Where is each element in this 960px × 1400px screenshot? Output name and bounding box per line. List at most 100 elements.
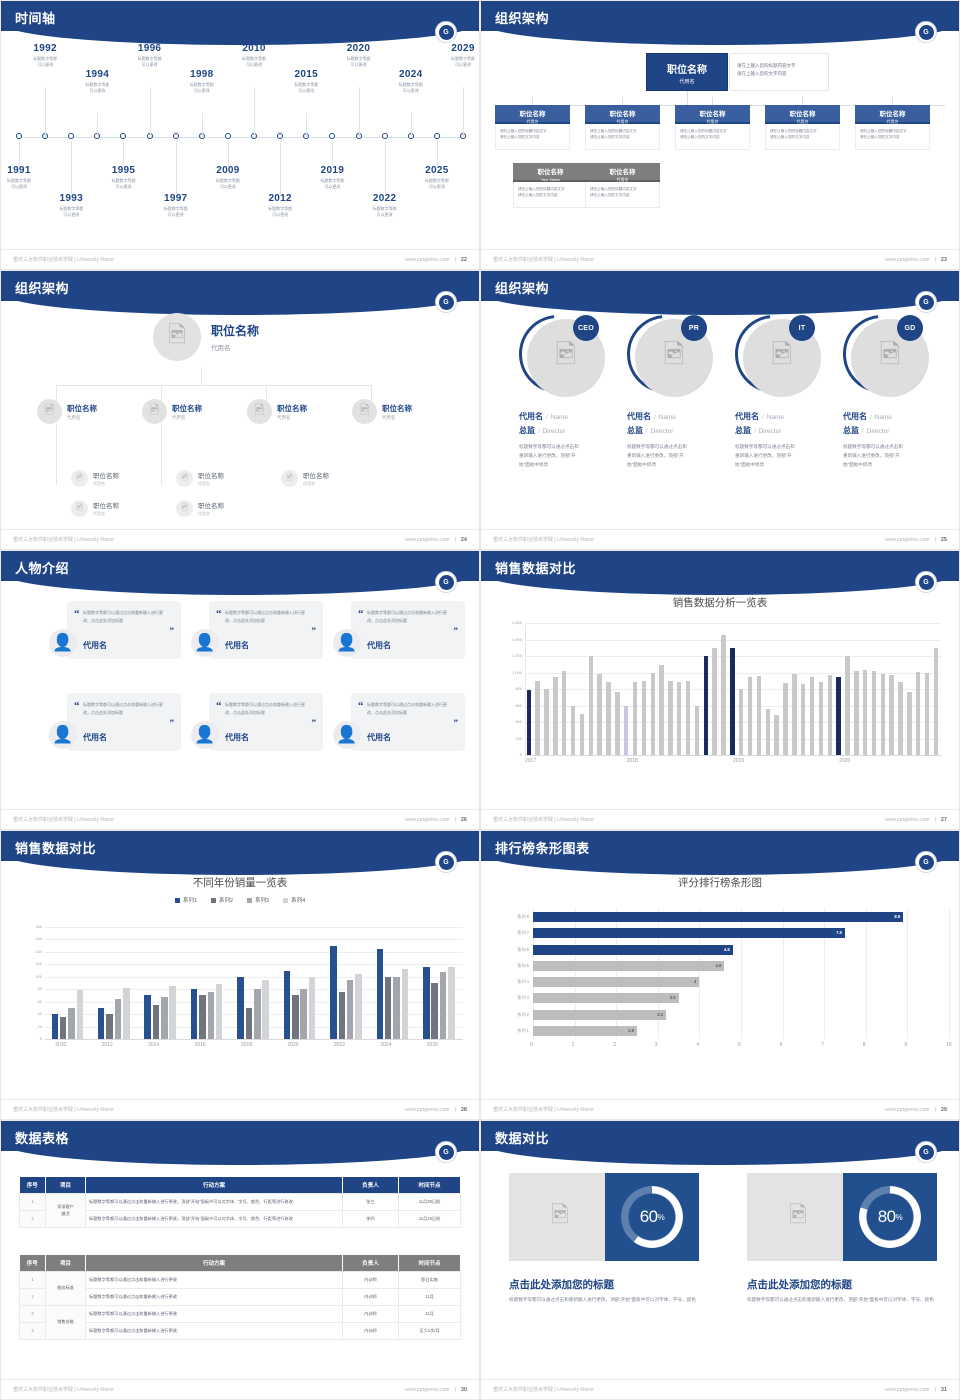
person-role-en: Director xyxy=(866,428,890,435)
footer-url: www.pptgenius.com xyxy=(885,536,930,543)
org-node-level2[interactable]: 🖻 职位名称 代用名 xyxy=(176,500,224,517)
org-circle-card[interactable]: 🖻 IT 代用名 / Name 总监 / Director 标题数字等都可以通过点击和重新输入进… xyxy=(735,315,839,470)
quote-open-icon: “ xyxy=(216,700,222,712)
timeline-item-bottom[interactable]: 1995 标题数字等都 可以更改 xyxy=(93,165,153,190)
timeline-item-top[interactable]: 2024 标题数字等都 可以更改 xyxy=(381,69,441,94)
org-root-box[interactable]: 职位名称 代用名 xyxy=(646,53,728,91)
legend-item[interactable]: 系列3 xyxy=(247,896,269,904)
timeline-item-top[interactable]: 2015 标题数字等都 可以更改 xyxy=(276,69,336,94)
chart-bar xyxy=(800,684,806,755)
org-card[interactable]: 职位名称 代用名 请在止输入您的标题内容文字 请在止输入您的文字内容 xyxy=(675,105,750,150)
timeline-item-top[interactable]: 2010 标题数字等都 可以更改 xyxy=(224,43,284,68)
person-role-en: Director xyxy=(650,428,674,435)
timeline-item-bottom[interactable]: 2012 标题数字等都 可以更改 xyxy=(250,193,310,218)
table-header-cell: 时间节点 xyxy=(398,1177,461,1194)
chart-x-tick: 2017 xyxy=(525,758,537,764)
org-node-sub: 代用名 xyxy=(67,414,81,420)
slide-org-tree: 组织架构 G 🖻 职位名称 代用名 🖻 职位名称 代用名 🖻 职位名称 代用名 🖻 职位名称代… xyxy=(0,270,480,550)
person-role-en: Director xyxy=(542,428,566,435)
org-tree-root[interactable]: 🖻 职位名称 代用名 xyxy=(153,313,259,361)
timeline-item-bottom[interactable]: 2009 标题数字等都 可以更改 xyxy=(198,165,258,190)
page-title: 人物介绍 xyxy=(15,561,70,576)
org-node-level2[interactable]: 🖻 职位名称 代用名 xyxy=(71,470,119,487)
org-circle-card[interactable]: 🖻 GD 代用名 / Name 总监 / Director 标题数字等都可以通过点击和重新输入进… xyxy=(843,315,947,470)
quote-close-icon: ” xyxy=(169,626,175,636)
legend-label: 系列4 xyxy=(291,898,306,904)
chart-bar xyxy=(199,995,206,1039)
university-seal-icon: G xyxy=(435,21,457,43)
org-node-name: 职位名称 xyxy=(277,403,307,413)
legend-swatch xyxy=(210,897,216,903)
timeline-year: 1996 xyxy=(137,43,162,54)
person-name-zh: 代用名 xyxy=(519,412,543,421)
org-node-level2[interactable]: 🖻 职位名称 代用名 xyxy=(176,470,224,487)
org-node-level1[interactable]: 🖻 职位名称 代用名 xyxy=(142,399,202,424)
org-node-level1[interactable]: 🖻 职位名称 代用名 xyxy=(37,399,97,424)
org-node-level1[interactable]: 🖻 职位名称 代用名 xyxy=(247,399,307,424)
page-number: 23 xyxy=(940,256,947,263)
quote-close-icon: ” xyxy=(453,718,459,728)
person-name-en: Name xyxy=(766,414,785,421)
legend-item[interactable]: 系列1 xyxy=(174,896,197,904)
chart-bar xyxy=(439,971,447,1039)
timeline-body: 1992 标题数字等都 可以更改 1994 标题数字等都 可以更改 1996 标题数字等都… xyxy=(1,35,479,247)
org-connector xyxy=(622,97,623,105)
timeline-item-top[interactable]: 1996 标题数字等都 可以更改 xyxy=(120,43,180,68)
org-node-level2[interactable]: 🖻 职位名称 代用名 xyxy=(71,500,119,517)
org-card[interactable]: 职位名称 代用名 请在止输入您的标题内容文字 请在止输入您的文字内容 xyxy=(765,105,840,150)
timeline-item-bottom[interactable]: 2022 标题数字等都 可以更改 xyxy=(355,193,415,218)
timeline-item-top[interactable]: 1994 标题数字等都 可以更改 xyxy=(67,69,127,94)
footer-url: www.pptgenius.com xyxy=(405,256,450,263)
org-card[interactable]: 职位名称 代用名 请在止输入您的标题内容文字 请在止输入您的文字内容 xyxy=(585,105,660,150)
timeline-item-bottom[interactable]: 1993 标题数字等都 可以更改 xyxy=(41,193,101,218)
timeline-item-bottom[interactable]: 1991 标题数字等都 可以更改 xyxy=(1,165,49,190)
chart-title: 销售数据分析一览表 xyxy=(672,597,768,609)
timeline-item-bottom[interactable]: 2019 标题数字等都 可以更改 xyxy=(302,165,362,190)
timeline-item-top[interactable]: 2020 标题数字等都 可以更改 xyxy=(329,43,389,68)
timeline-desc: 标题数字等都 可以更改 xyxy=(33,56,58,68)
table-header-cell: 行动方案 xyxy=(85,1255,343,1272)
timeline-item-top[interactable]: 1992 标题数字等都 可以更改 xyxy=(15,43,75,68)
org-circle-card[interactable]: 🖻 CEO 代用名 / Name 总监 / Director 标题数字等都可以通过点击和重新输入… xyxy=(519,315,623,470)
org-card[interactable]: 职位名称 代用名 请在止输入您的标题内容文字 请在止输入您的文字内容 xyxy=(855,105,930,150)
chart-bar xyxy=(615,692,620,755)
timeline-item-top[interactable]: 2029 标题数字等都 可以更改 xyxy=(433,43,479,68)
org-circle-card[interactable]: 🖻 PR 代用名 / Name 总监 / Director 标题数字等都可以通过点击和重新输入进… xyxy=(627,315,731,470)
chart-bar xyxy=(207,992,215,1039)
quote-bubble: “标题数字等都可以通过点击和重新输入进行更改，点击此处添加标题 ” 代用名 xyxy=(209,693,323,751)
chart-bar xyxy=(152,1004,160,1039)
chart-x-tick: 2020 xyxy=(287,1042,299,1048)
legend-item[interactable]: 系列4 xyxy=(283,896,305,904)
chart-gridline xyxy=(45,939,463,941)
chart-bar xyxy=(161,996,168,1039)
chart-category-label: 系列 3 xyxy=(517,995,529,1001)
timeline-year: 2015 xyxy=(294,69,318,80)
org-node-level2[interactable]: 🖻 职位名称 代用名 xyxy=(281,470,329,487)
org-card-sub: 代用名 xyxy=(796,119,809,124)
circle-names: 代用名 / Name 总监 / Director xyxy=(843,412,893,435)
chart-bar xyxy=(190,989,198,1039)
org-node-level1[interactable]: 🖻 职位名称 代用名 xyxy=(352,399,412,424)
timeline-year: 2012 xyxy=(268,193,292,204)
timeline-item-bottom[interactable]: 2025 标题数字等都 可以更改 xyxy=(407,165,467,190)
footer-org: 重庆三大软件职业技术学院 | University Name xyxy=(493,1387,594,1393)
org-node-name: 职位名称 xyxy=(198,473,224,480)
chart-x-tick: 2026 xyxy=(426,1042,438,1048)
chart-gridline xyxy=(949,909,950,1039)
org-root-sub: 代用名 xyxy=(679,79,695,85)
timeline-item-top[interactable]: 1998 标题数字等都 可以更改 xyxy=(172,69,232,94)
org-card[interactable]: 职位名称 Your Name 请在止输入您的标题内容文字 请在止输入您的文字内容 xyxy=(513,163,588,208)
timeline-desc: 标题数字等都 可以更改 xyxy=(215,178,240,190)
chart-bar xyxy=(597,674,602,755)
chart-bar xyxy=(924,672,930,755)
slide-people-intro: 人物介绍 G “标题数字等都可以通过点击和重新输入进行更改，点击此处添加标题” 代… xyxy=(0,550,480,830)
chart-bar xyxy=(300,989,307,1039)
org-card[interactable]: 职位名称 代用名 请在止输入您的标题内容文字 请在止输入您的文字内容 xyxy=(495,105,570,150)
timeline-item-bottom[interactable]: 1997 标题数字等都 可以更改 xyxy=(146,193,206,218)
org-card[interactable]: 职位名称 代用名 请在止输入您的标题内容文字 请在止输入您的文字内容 xyxy=(585,163,660,208)
image-placeholder-icon: 🖻 xyxy=(176,470,193,487)
legend-item[interactable]: 系列2 xyxy=(210,896,233,904)
org-node-sub: 代用名 xyxy=(172,414,186,420)
chart-bar xyxy=(854,670,859,755)
chart-bar xyxy=(423,967,430,1039)
